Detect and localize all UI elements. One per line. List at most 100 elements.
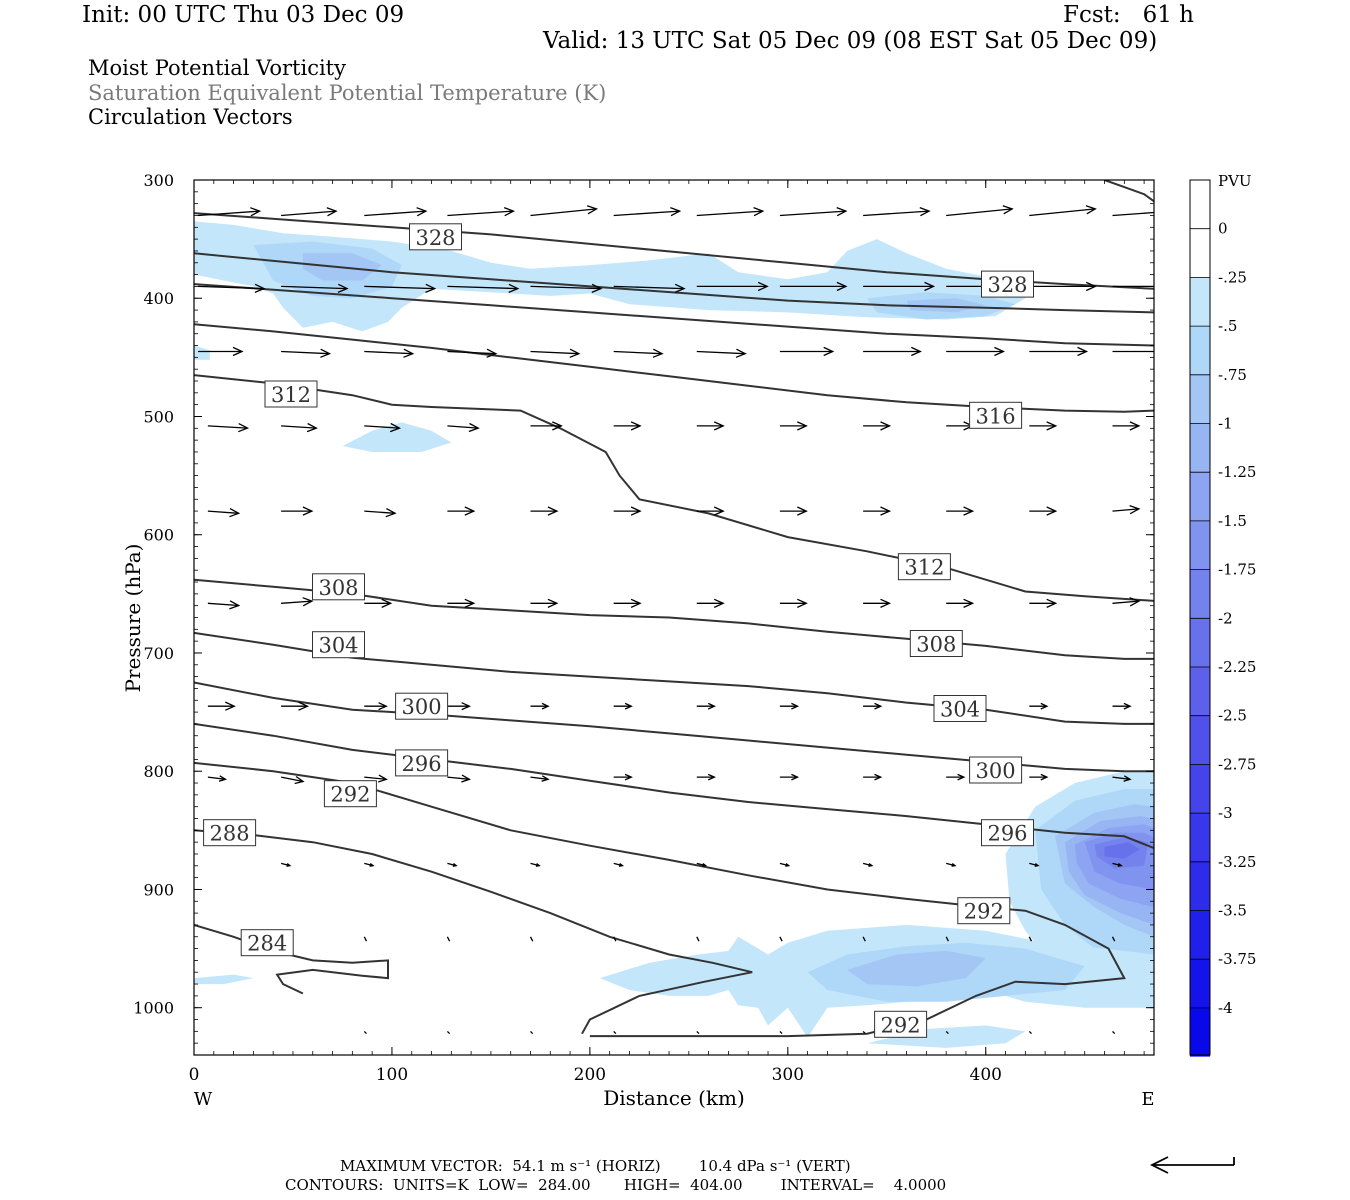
vector-arrowhead — [464, 506, 476, 516]
circulation-vector — [779, 1030, 783, 1035]
circulation-vector — [1028, 1030, 1032, 1035]
colorbar-segment — [1190, 1007, 1210, 1057]
colorbar-tick-label: -2.5 — [1218, 707, 1247, 725]
vector-arrowhead — [652, 348, 664, 358]
circulation-vector — [364, 425, 400, 429]
vector-arrowhead — [425, 283, 437, 294]
contour-label: 304 — [318, 634, 358, 658]
y-tick-label: 300 — [143, 171, 174, 190]
contour-label: 296 — [987, 822, 1027, 846]
vector-arrowhead — [302, 597, 314, 607]
contour-label: 308 — [916, 633, 956, 657]
contour-label-box — [395, 749, 449, 777]
colorbar-segment — [1190, 472, 1210, 521]
vector-arrowhead — [229, 508, 241, 518]
vector-arrowhead — [836, 281, 848, 292]
vector-arrowhead — [874, 702, 883, 710]
circulation-vector — [447, 776, 470, 780]
circulation-vector — [207, 776, 226, 780]
vector-arrowhead — [1077, 346, 1089, 357]
pv-shade-region — [847, 950, 986, 987]
colorbar-segment — [1190, 813, 1210, 862]
vector-arrowhead — [707, 773, 717, 781]
circulation-vector — [1112, 776, 1131, 780]
colorbar-tick-label: -3.5 — [1218, 902, 1247, 920]
vector-arrowhead — [624, 702, 633, 710]
vector-arrowhead — [547, 506, 559, 516]
vector-arrowhead — [624, 773, 633, 781]
vector-arrowhead — [1129, 597, 1141, 607]
vector-arrowhead — [1129, 504, 1141, 515]
vector-arrowhead — [1123, 775, 1132, 782]
contour-label: 292 — [330, 783, 370, 807]
vector-arrowhead — [369, 862, 375, 867]
circulation-vector — [281, 210, 337, 217]
vector-arrowhead — [225, 701, 236, 711]
vector-arrowhead — [836, 206, 848, 217]
vector-arrowhead — [630, 421, 642, 431]
contour-label: 328 — [987, 273, 1027, 297]
circulation-vector — [446, 936, 451, 942]
circulation-vector — [364, 350, 413, 355]
pv-shade-region — [342, 422, 452, 452]
contour-label: 292 — [881, 1013, 921, 1037]
colorbar-tick-label: -.25 — [1218, 268, 1247, 286]
vector-arrowhead — [963, 506, 975, 516]
circulation-vector-layer — [197, 205, 1165, 1035]
vector-arrowhead — [1002, 205, 1014, 215]
title-vectors: Circulation Vectors — [88, 105, 293, 129]
vector-arrowhead — [713, 506, 725, 516]
vector-arrowhead — [1034, 862, 1040, 867]
contour-label-box — [264, 380, 318, 408]
vector-arrowhead — [1117, 862, 1123, 867]
vector-arrowhead — [919, 206, 931, 217]
circulation-vector — [447, 285, 518, 290]
contour-label: 312 — [904, 556, 944, 580]
circulation-vector — [696, 350, 746, 355]
contour-label-box — [969, 401, 1023, 429]
vector-arrowhead — [702, 862, 708, 867]
circulation-vector — [364, 510, 396, 514]
vector-arrowhead — [791, 702, 800, 710]
circulation-vector — [207, 602, 239, 607]
max-vector-text: MAXIMUM VECTOR: 54.1 m s⁻¹ (HORIZ) 10.4 … — [340, 1157, 851, 1175]
contour-label: 304 — [940, 698, 980, 722]
pv-shade-region — [194, 221, 1026, 332]
circulation-vector — [281, 350, 330, 355]
circulation-vector — [863, 210, 930, 217]
y-tick-label: 400 — [143, 289, 174, 308]
circulation-vector — [779, 936, 783, 942]
init-time-label: Init: 00 UTC Thu 03 Dec 09 — [82, 2, 405, 28]
vector-arrowhead — [337, 283, 349, 293]
vector-arrowhead — [1156, 347, 1165, 355]
circulation-vector — [945, 936, 949, 942]
colorbar-segment — [1190, 618, 1210, 667]
colorbar-segment — [1190, 180, 1210, 229]
circulation-vector — [862, 1030, 866, 1035]
contour-line-296 — [194, 722, 1154, 850]
vector-arrowhead — [250, 207, 262, 217]
vector-arrowhead — [957, 773, 966, 781]
circulation-vector — [530, 208, 597, 217]
contour-label: 296 — [402, 752, 442, 776]
y-tick-label: 700 — [143, 644, 174, 663]
vector-arrowhead — [238, 423, 250, 433]
circulation-vector — [530, 1030, 534, 1035]
circulation-vector — [1028, 936, 1033, 942]
vector-arrowhead — [823, 346, 835, 357]
circulation-vector — [447, 350, 496, 355]
circulation-vector — [1112, 211, 1154, 217]
vector-arrowhead — [1046, 598, 1058, 608]
circulation-vector — [447, 425, 479, 429]
vector-arrowhead — [294, 775, 305, 785]
colorbar: PVU 0 -.25 -.5 -.75 -1 -1.25 -1.5 -1.75 -2 -2.25 -2… — [1189, 172, 1256, 1057]
circulation-vector — [613, 210, 680, 217]
contour-line-316 — [194, 323, 1154, 413]
y-tick-label: 800 — [143, 762, 174, 781]
vector-arrowhead — [713, 421, 725, 431]
vector-arrowhead — [880, 506, 892, 516]
contour-line-308 — [194, 578, 1154, 660]
x-tick-label: 100 — [376, 1065, 408, 1085]
contour-label: 284 — [247, 932, 287, 956]
circulation-vector — [363, 936, 368, 942]
